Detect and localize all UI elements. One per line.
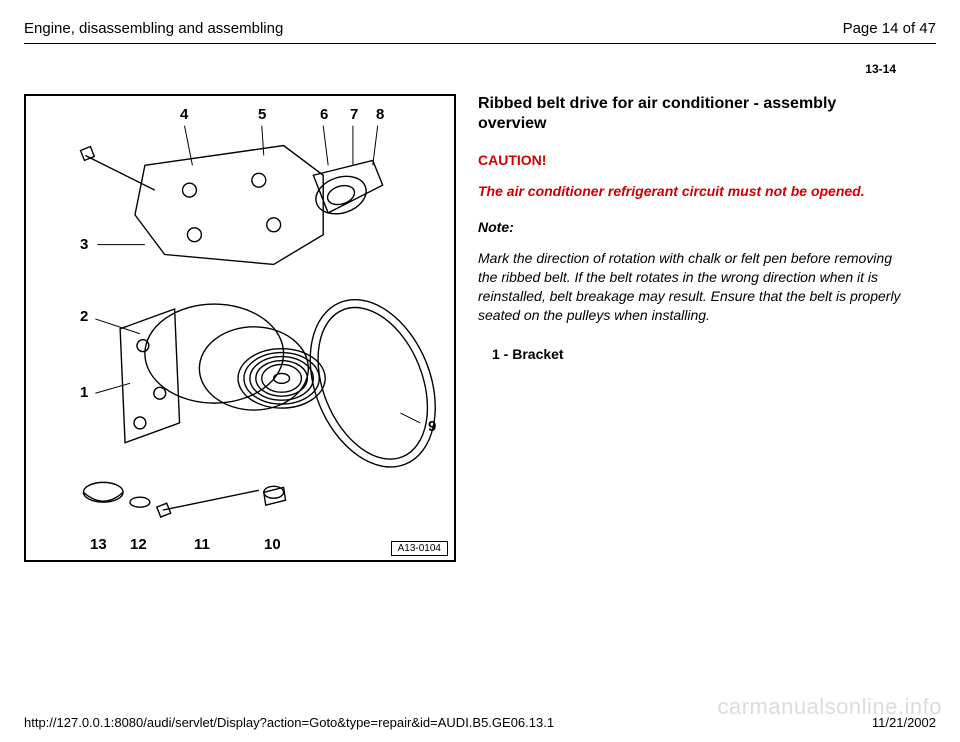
footer-date: 11/21/2002 bbox=[872, 715, 936, 730]
assembly-figure: 1 2 3 4 5 6 7 8 9 10 11 12 13 A13-0104 bbox=[24, 94, 456, 562]
figure-id-box: A13-0104 bbox=[391, 541, 448, 556]
figure-svg bbox=[26, 96, 454, 560]
callout-9: 9 bbox=[428, 418, 436, 435]
caution-label: CAUTION! bbox=[478, 152, 906, 168]
callout-3: 3 bbox=[80, 236, 88, 253]
section-number: 13-14 bbox=[24, 62, 936, 76]
parts-list-item-1: 1 - Bracket bbox=[478, 346, 906, 362]
callout-7: 7 bbox=[350, 106, 358, 123]
header-rule bbox=[24, 43, 936, 44]
callout-5: 5 bbox=[258, 106, 266, 123]
section-heading: Ribbed belt drive for air conditioner - … bbox=[478, 94, 906, 134]
callout-13: 13 bbox=[90, 536, 107, 553]
caution-body: The air conditioner refrigerant circuit … bbox=[478, 182, 906, 201]
callout-4: 4 bbox=[180, 106, 188, 123]
callout-2: 2 bbox=[80, 308, 88, 325]
callout-11: 11 bbox=[194, 536, 210, 553]
content-row: 1 2 3 4 5 6 7 8 9 10 11 12 13 A13-0104 R… bbox=[24, 94, 936, 562]
text-column: Ribbed belt drive for air conditioner - … bbox=[478, 94, 936, 562]
callout-10: 10 bbox=[264, 536, 281, 553]
note-body: Mark the direction of rotation with chal… bbox=[478, 249, 906, 325]
footer-url: http://127.0.0.1:8080/audi/servlet/Displ… bbox=[24, 715, 554, 730]
page-indicator: Page 14 of 47 bbox=[843, 20, 936, 37]
doc-title: Engine, disassembling and assembling bbox=[24, 20, 283, 37]
callout-8: 8 bbox=[376, 106, 384, 123]
page-header: Engine, disassembling and assembling Pag… bbox=[24, 20, 936, 37]
note-label: Note: bbox=[478, 219, 906, 235]
callout-12: 12 bbox=[130, 536, 147, 553]
page-footer: http://127.0.0.1:8080/audi/servlet/Displ… bbox=[24, 715, 936, 730]
page-root: Engine, disassembling and assembling Pag… bbox=[0, 0, 960, 742]
callout-6: 6 bbox=[320, 106, 328, 123]
callout-1: 1 bbox=[80, 384, 88, 401]
